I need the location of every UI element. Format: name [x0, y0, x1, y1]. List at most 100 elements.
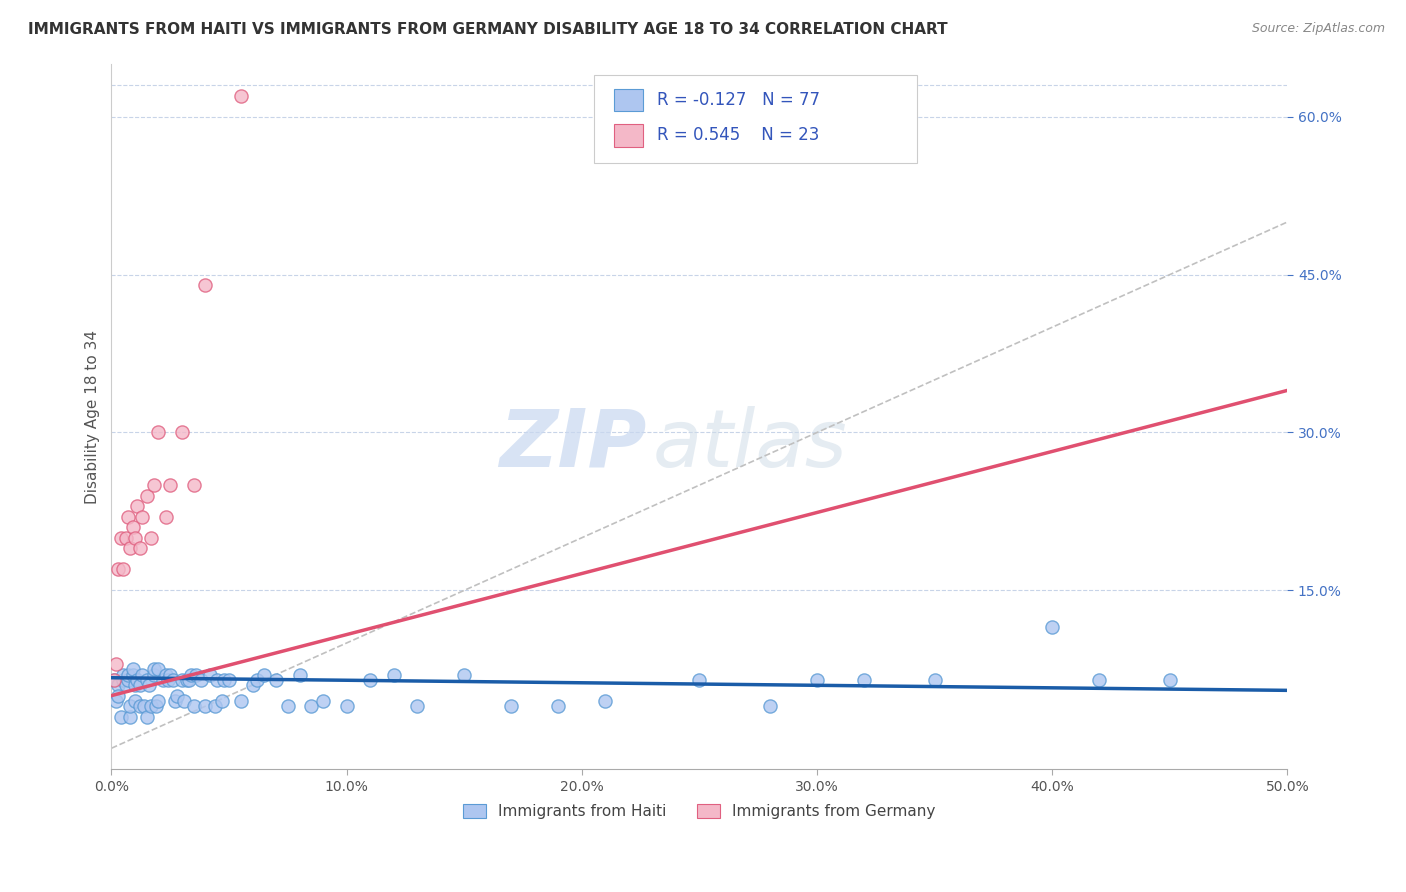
- Point: [117, 667, 139, 681]
- Point: [134, 699, 156, 714]
- Point: [148, 425, 170, 440]
- Point: [110, 709, 132, 723]
- Point: [107, 689, 129, 703]
- Point: [163, 694, 186, 708]
- Point: [453, 667, 475, 681]
- Point: [141, 699, 163, 714]
- Point: [176, 673, 198, 687]
- Point: [121, 662, 143, 676]
- Point: [105, 657, 128, 671]
- Point: [242, 678, 264, 692]
- Point: [200, 667, 222, 681]
- Point: [121, 667, 143, 681]
- Point: [155, 667, 177, 681]
- Text: R = -0.127   N = 77: R = -0.127 N = 77: [657, 91, 820, 109]
- Point: [166, 689, 188, 703]
- Point: [204, 699, 226, 714]
- Point: [124, 678, 146, 692]
- Point: [142, 478, 165, 492]
- Point: [173, 694, 195, 708]
- Point: [359, 673, 381, 687]
- Point: [170, 425, 193, 440]
- Point: [183, 478, 205, 492]
- Point: [131, 509, 153, 524]
- Point: [103, 673, 125, 687]
- Point: [547, 699, 569, 714]
- Point: [142, 667, 165, 681]
- Point: [110, 531, 132, 545]
- Point: [1088, 673, 1111, 687]
- Point: [117, 509, 139, 524]
- FancyBboxPatch shape: [593, 75, 917, 163]
- Point: [246, 673, 269, 687]
- Point: [194, 699, 217, 714]
- Point: [180, 667, 202, 681]
- Point: [120, 699, 142, 714]
- Point: [127, 499, 149, 513]
- Point: [1159, 673, 1181, 687]
- Point: [128, 541, 150, 556]
- Point: [218, 673, 240, 687]
- Point: [288, 667, 311, 681]
- Point: [924, 673, 946, 687]
- Point: [152, 673, 174, 687]
- Point: [156, 673, 179, 687]
- Point: [299, 699, 322, 714]
- Point: [170, 673, 193, 687]
- Point: [103, 673, 125, 687]
- Point: [135, 709, 157, 723]
- Point: [190, 673, 212, 687]
- Point: [124, 694, 146, 708]
- Text: Source: ZipAtlas.com: Source: ZipAtlas.com: [1251, 22, 1385, 36]
- Point: [155, 509, 177, 524]
- Point: [595, 694, 617, 708]
- Point: [128, 678, 150, 692]
- Point: [120, 709, 142, 723]
- Point: [759, 699, 782, 714]
- Point: [382, 667, 405, 681]
- Point: [207, 673, 229, 687]
- Point: [105, 694, 128, 708]
- Text: IMMIGRANTS FROM HAITI VS IMMIGRANTS FROM GERMANY DISABILITY AGE 18 TO 34 CORRELA: IMMIGRANTS FROM HAITI VS IMMIGRANTS FROM…: [28, 22, 948, 37]
- Point: [264, 673, 287, 687]
- Point: [138, 678, 160, 692]
- Legend: Immigrants from Haiti, Immigrants from Germany: Immigrants from Haiti, Immigrants from G…: [457, 797, 942, 825]
- Point: [128, 699, 150, 714]
- Point: [112, 673, 135, 687]
- Point: [853, 673, 876, 687]
- Point: [159, 478, 181, 492]
- Point: [277, 699, 299, 714]
- FancyBboxPatch shape: [613, 124, 643, 146]
- Point: [148, 662, 170, 676]
- Text: R = 0.545    N = 23: R = 0.545 N = 23: [657, 127, 820, 145]
- Point: [229, 694, 252, 708]
- Y-axis label: Disability Age 18 to 34: Disability Age 18 to 34: [86, 330, 100, 504]
- Point: [162, 673, 184, 687]
- Point: [501, 699, 523, 714]
- Point: [114, 531, 136, 545]
- Point: [117, 673, 139, 687]
- Point: [211, 694, 233, 708]
- Point: [127, 673, 149, 687]
- Point: [107, 678, 129, 692]
- Point: [121, 520, 143, 534]
- Point: [131, 667, 153, 681]
- Point: [124, 531, 146, 545]
- Point: [184, 667, 207, 681]
- Point: [183, 699, 205, 714]
- Point: [806, 673, 828, 687]
- Point: [688, 673, 710, 687]
- Point: [229, 88, 252, 103]
- Point: [1040, 620, 1063, 634]
- Point: [114, 678, 136, 692]
- Text: atlas: atlas: [652, 406, 848, 483]
- Point: [253, 667, 276, 681]
- Point: [141, 531, 163, 545]
- Point: [112, 562, 135, 576]
- Text: ZIP: ZIP: [499, 406, 647, 483]
- Point: [312, 694, 335, 708]
- Point: [135, 489, 157, 503]
- Point: [148, 694, 170, 708]
- Point: [107, 562, 129, 576]
- FancyBboxPatch shape: [613, 88, 643, 112]
